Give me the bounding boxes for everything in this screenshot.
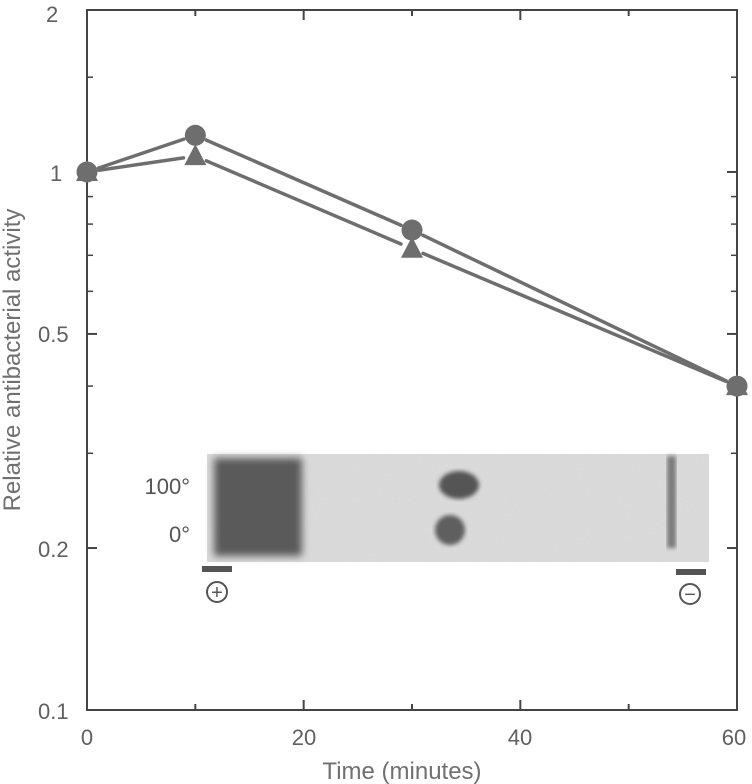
- series-circle-line-segment: [204, 138, 403, 227]
- cathode-icon: [679, 583, 701, 605]
- data-point-circle: [401, 219, 423, 241]
- x-tick-label-20: 20: [292, 725, 316, 750]
- series-triangle-line-segment: [97, 156, 186, 172]
- cathode-sign: −: [684, 584, 696, 606]
- gel-dark-band: [214, 458, 302, 556]
- data-point-circle: [184, 124, 206, 146]
- data-point-triangle: [184, 144, 207, 166]
- y-tick-label-2: 2: [46, 2, 58, 27]
- gel-spot-0: [435, 515, 465, 545]
- x-tick-label-60: 60: [722, 725, 746, 750]
- gel-inset: 100° 0° + −: [144, 454, 709, 606]
- data-point-triangle: [726, 374, 748, 396]
- series-circle-line-segment: [96, 137, 186, 170]
- x-tick-label-0: 0: [81, 725, 93, 750]
- x-axis-title: Time (minutes): [322, 758, 481, 784]
- y-axis-title: Relative antibacterial activity: [0, 209, 26, 512]
- x-tick-label-40: 40: [508, 725, 532, 750]
- anode-sign: +: [211, 582, 223, 604]
- row-label-100: 100°: [144, 474, 190, 499]
- anode-bar: [202, 566, 232, 572]
- row-label-0: 0°: [169, 522, 190, 547]
- cathode-bar: [676, 569, 706, 575]
- data-point-triangle: [76, 159, 98, 181]
- axis-ticks: [87, 9, 737, 711]
- series-circle-line-segment: [421, 233, 728, 383]
- data-point-triangle: [401, 236, 423, 258]
- gel-edge-band: [667, 456, 676, 548]
- series-layer: [76, 124, 748, 397]
- plot-frame: [86, 9, 738, 711]
- y-tick-label-1: 1: [50, 161, 62, 186]
- series-triangle-line-segment: [421, 251, 728, 384]
- anode-icon: [206, 581, 228, 603]
- gel-spot-100: [439, 471, 479, 499]
- y-tick-label-0_1: 0.1: [38, 699, 69, 724]
- series-triangle-line-segment: [204, 159, 403, 246]
- y-tick-label-0_2: 0.2: [38, 537, 69, 562]
- y-tick-label-0_5: 0.5: [38, 322, 69, 347]
